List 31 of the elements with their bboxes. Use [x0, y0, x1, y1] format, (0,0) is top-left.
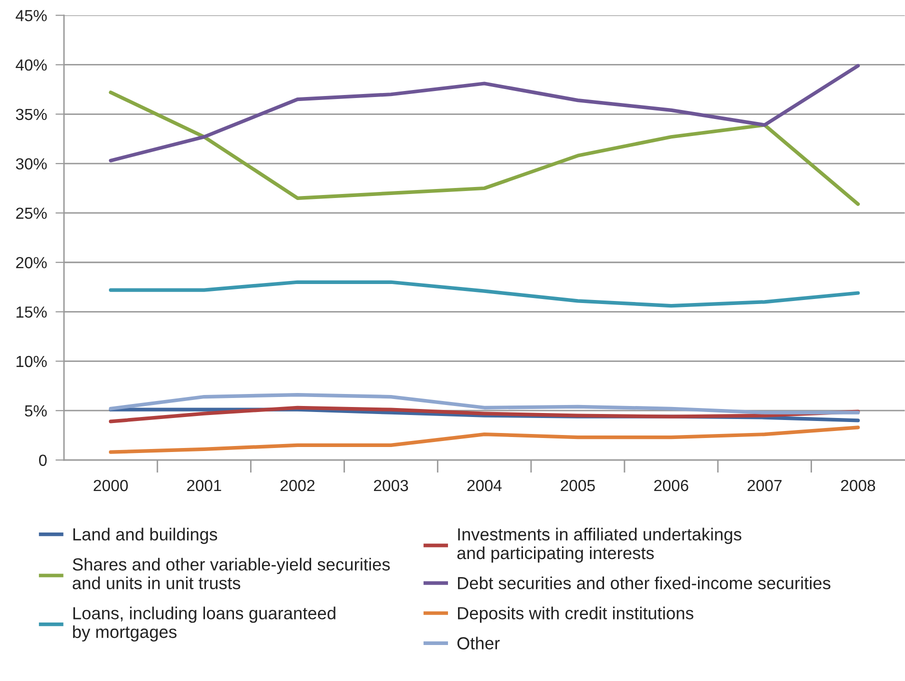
y-tick-label: 15% [16, 306, 47, 318]
y-tick-label: 25% [16, 208, 47, 219]
legend-label: Loans, including loans guaranteed by mortgages [73, 606, 336, 642]
y-tick-label: 40% [16, 59, 47, 71]
legend-label: Land and buildings [73, 528, 218, 544]
x-tick-label: 2008 [841, 480, 876, 492]
legend-label: Deposits with credit institutions [458, 606, 694, 623]
legend-label: Shares and other variable-yield securities and units in unit trusts [72, 558, 390, 590]
x-tick-label: 2004 [467, 480, 502, 492]
line-series [108, 426, 860, 454]
line-series [108, 280, 860, 308]
x-tick-label: 2006 [654, 480, 688, 492]
y-tick-label: 5% [24, 405, 47, 417]
x-tick-label: 2002 [280, 480, 314, 492]
y-tick-label: 20% [16, 257, 47, 268]
x-tick-label: 2000 [94, 480, 128, 492]
x-tick-label: 2005 [560, 480, 595, 492]
x-tick-label: 2007 [748, 480, 782, 492]
y-tick-label: 0 [39, 454, 47, 466]
x-tick-label: 2003 [374, 480, 408, 492]
legend-label: Debt securities and other fixed-income securities [458, 576, 830, 590]
y-tick-label: 10% [16, 356, 47, 368]
line-series [108, 64, 860, 162]
legend-label: Other [457, 636, 500, 650]
y-tick-label: 45% [16, 10, 47, 22]
line-series [108, 90, 860, 206]
y-tick-label: 30% [16, 158, 47, 170]
legend-label: Investments in affiliated undertakings and participating interests [457, 528, 742, 563]
y-tick-label: 35% [16, 108, 47, 120]
line-series [108, 392, 860, 414]
x-tick-label: 2001 [187, 480, 222, 492]
